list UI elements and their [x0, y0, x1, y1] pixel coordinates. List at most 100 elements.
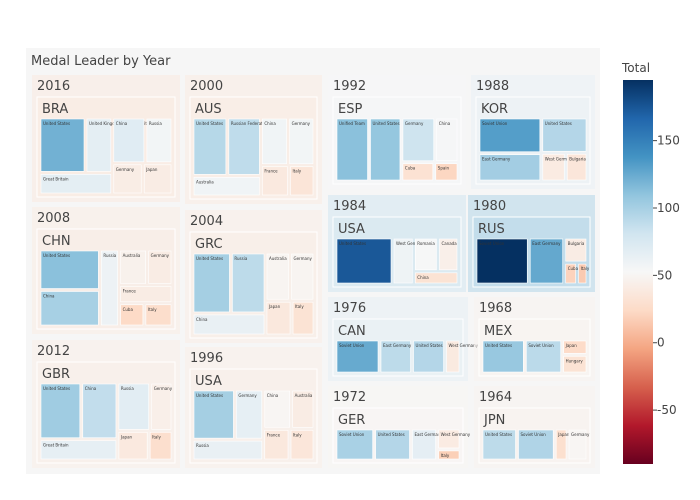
country-tile[interactable] — [113, 164, 142, 194]
country-tile[interactable] — [479, 118, 541, 153]
country-tile[interactable] — [266, 253, 289, 300]
country-tile[interactable] — [412, 429, 436, 460]
country-tile[interactable] — [438, 429, 460, 449]
country-tile[interactable] — [415, 272, 458, 284]
country-tile[interactable] — [375, 429, 410, 460]
country-tile[interactable] — [40, 440, 117, 460]
country-tile[interactable] — [118, 432, 148, 460]
country-tile[interactable] — [290, 166, 314, 196]
country-label: Japan — [565, 343, 578, 348]
country-tile[interactable] — [40, 118, 85, 172]
country-tile[interactable] — [563, 340, 587, 354]
country-tile[interactable] — [236, 390, 263, 439]
country-tile[interactable] — [40, 383, 81, 439]
country-tile[interactable] — [193, 314, 265, 335]
country-tile[interactable] — [82, 383, 117, 439]
country-tile[interactable] — [566, 153, 587, 181]
country-tile[interactable] — [232, 253, 265, 313]
country-tile[interactable] — [518, 429, 554, 460]
country-tile[interactable] — [393, 238, 413, 284]
country-tile[interactable] — [148, 250, 172, 284]
country-label: Romania — [417, 241, 435, 246]
country-tile[interactable] — [402, 118, 435, 162]
country-tile[interactable] — [291, 253, 314, 300]
country-tile[interactable] — [40, 291, 99, 326]
country-tile[interactable] — [262, 166, 288, 196]
country-tile[interactable] — [482, 340, 524, 373]
country-tile[interactable] — [40, 250, 99, 289]
country-tile[interactable] — [476, 238, 528, 284]
country-tile[interactable] — [145, 304, 172, 326]
country-tile[interactable] — [370, 118, 401, 181]
country-tile[interactable] — [336, 238, 392, 284]
country-tile[interactable] — [402, 163, 434, 181]
country-label: Australia — [123, 253, 141, 258]
country-tile[interactable] — [446, 340, 460, 373]
country-label: Germany — [405, 121, 424, 126]
country-tile[interactable] — [482, 429, 516, 460]
country-tile[interactable] — [578, 263, 587, 284]
country-tile[interactable] — [266, 301, 291, 335]
country-label: China — [439, 121, 451, 126]
country-tile[interactable] — [120, 304, 144, 326]
country-tile[interactable] — [436, 118, 458, 162]
country-label: Germany — [116, 167, 135, 172]
country-tile[interactable] — [542, 118, 587, 152]
country-tile[interactable] — [529, 238, 564, 284]
country-label: United States — [43, 253, 70, 258]
country-tile[interactable] — [526, 340, 561, 373]
country-tile[interactable] — [149, 432, 172, 460]
country-tile[interactable] — [193, 253, 230, 313]
country-tile[interactable] — [292, 390, 314, 428]
country-tile[interactable] — [120, 250, 146, 284]
country-tile[interactable] — [289, 118, 314, 165]
country-tile[interactable] — [568, 429, 587, 460]
country-tile[interactable] — [101, 250, 118, 326]
country-tile[interactable] — [563, 355, 587, 373]
country-tile[interactable] — [542, 153, 565, 181]
country-tile[interactable] — [262, 118, 287, 165]
host-label: CHN — [42, 234, 71, 249]
country-tile[interactable] — [151, 383, 172, 430]
country-tile[interactable] — [290, 429, 314, 460]
country-tile[interactable] — [193, 440, 263, 460]
country-label: Russian Federation — [231, 121, 269, 126]
country-tile[interactable] — [264, 429, 289, 460]
country-tile[interactable] — [413, 340, 444, 373]
country-tile[interactable] — [120, 286, 172, 303]
country-tile[interactable] — [439, 238, 458, 271]
country-tile[interactable] — [264, 390, 290, 428]
colorbar-tick-label: 0 — [657, 336, 665, 350]
country-tile[interactable] — [193, 390, 234, 439]
country-tile[interactable] — [336, 340, 379, 373]
country-tile[interactable] — [555, 429, 567, 460]
country-tile[interactable] — [336, 118, 368, 181]
country-tile[interactable] — [438, 450, 460, 460]
country-tile[interactable] — [228, 118, 260, 175]
host-label: KOR — [481, 102, 508, 117]
country-label: Australia — [196, 179, 214, 184]
year-label: 2012 — [37, 344, 70, 359]
country-label: Great Britain — [43, 176, 69, 181]
country-label: United States — [545, 121, 572, 126]
country-tile[interactable] — [415, 238, 437, 271]
country-label: Hungary — [566, 358, 584, 363]
host-label: GER — [338, 413, 365, 428]
country-tile[interactable] — [118, 383, 150, 430]
country-tile[interactable] — [292, 301, 314, 335]
country-tile[interactable] — [479, 154, 541, 181]
country-tile[interactable] — [113, 118, 145, 163]
country-tile[interactable] — [193, 177, 260, 196]
country-tile[interactable] — [146, 118, 172, 163]
country-tile[interactable] — [565, 263, 576, 284]
country-tile[interactable] — [565, 238, 587, 262]
country-tile[interactable] — [193, 118, 227, 175]
country-label: China — [264, 121, 276, 126]
country-tile[interactable] — [380, 340, 411, 373]
country-tile[interactable] — [86, 118, 112, 172]
country-label: Russia — [149, 121, 162, 126]
country-tile[interactable] — [336, 429, 373, 460]
country-tile[interactable] — [143, 164, 172, 194]
country-tile[interactable] — [435, 163, 458, 181]
country-tile[interactable] — [40, 174, 112, 194]
